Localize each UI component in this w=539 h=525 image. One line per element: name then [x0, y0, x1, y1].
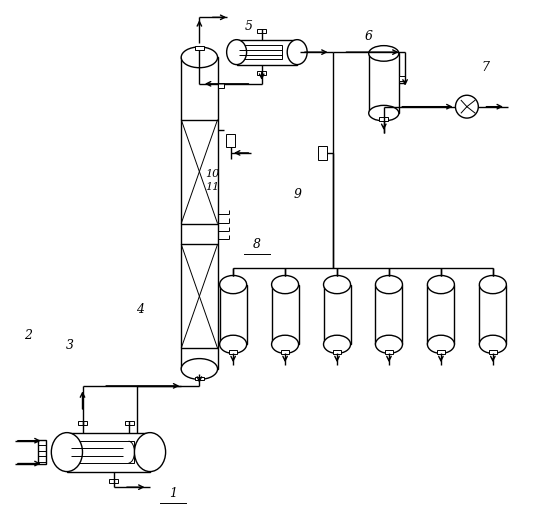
Bar — [78, 421, 87, 425]
Text: 2: 2 — [24, 329, 32, 342]
Bar — [195, 377, 204, 381]
Bar — [489, 350, 497, 354]
Ellipse shape — [369, 106, 399, 121]
Ellipse shape — [51, 433, 82, 471]
Ellipse shape — [287, 40, 307, 65]
Circle shape — [455, 95, 478, 118]
Bar — [229, 350, 237, 354]
Ellipse shape — [427, 335, 454, 353]
Ellipse shape — [427, 276, 454, 293]
Bar — [427, 285, 454, 344]
Bar — [219, 285, 247, 344]
Text: 4: 4 — [136, 303, 143, 316]
Bar — [257, 71, 266, 75]
Ellipse shape — [369, 46, 399, 61]
Bar — [369, 54, 399, 113]
Text: 9: 9 — [294, 188, 302, 202]
Text: 5: 5 — [245, 19, 253, 33]
Ellipse shape — [226, 40, 246, 65]
Bar — [226, 134, 235, 147]
Ellipse shape — [219, 276, 247, 293]
Text: 7: 7 — [481, 61, 489, 74]
Bar — [333, 350, 341, 354]
Ellipse shape — [181, 47, 218, 68]
Text: 8: 8 — [252, 238, 260, 251]
Bar — [181, 57, 218, 369]
Bar — [237, 40, 297, 65]
Ellipse shape — [181, 359, 218, 380]
Bar — [479, 285, 506, 344]
Ellipse shape — [219, 335, 247, 353]
Ellipse shape — [376, 335, 403, 353]
Bar — [376, 285, 403, 344]
Ellipse shape — [323, 335, 350, 353]
Bar — [272, 285, 299, 344]
Bar — [109, 479, 119, 483]
Bar — [239, 45, 282, 59]
Ellipse shape — [272, 335, 299, 353]
Text: 11: 11 — [205, 182, 219, 192]
Ellipse shape — [376, 276, 403, 293]
Bar — [195, 46, 204, 49]
Bar — [257, 29, 266, 33]
Bar — [385, 350, 393, 354]
FancyBboxPatch shape — [67, 433, 150, 471]
Bar — [281, 350, 289, 354]
Bar — [379, 117, 389, 121]
Ellipse shape — [134, 433, 165, 471]
Text: 3: 3 — [66, 339, 73, 352]
Text: 10: 10 — [205, 169, 219, 179]
Text: 6: 6 — [364, 30, 372, 43]
Bar — [71, 441, 134, 463]
Bar — [323, 285, 350, 344]
Ellipse shape — [479, 276, 506, 293]
Bar — [125, 421, 134, 425]
Bar — [399, 76, 405, 81]
Bar — [318, 146, 327, 160]
Text: 1: 1 — [169, 487, 177, 500]
Bar — [38, 440, 46, 464]
Ellipse shape — [323, 276, 350, 293]
Ellipse shape — [272, 276, 299, 293]
Bar — [218, 83, 224, 89]
Bar — [437, 350, 445, 354]
Ellipse shape — [479, 335, 506, 353]
